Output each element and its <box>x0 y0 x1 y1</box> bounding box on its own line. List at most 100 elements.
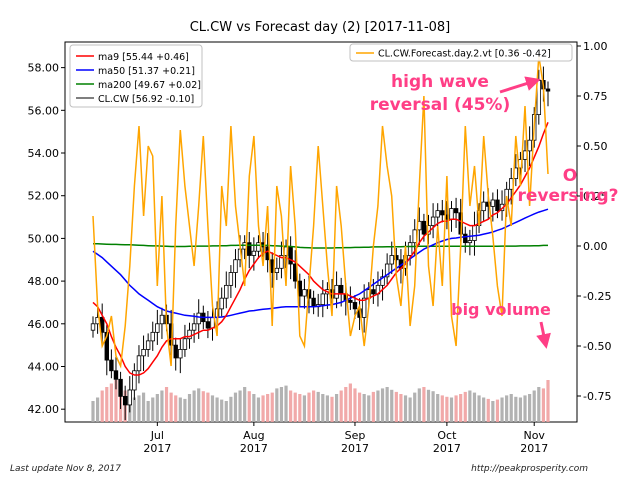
volume-bar <box>229 396 233 422</box>
candle <box>159 307 165 339</box>
volume-bar <box>344 387 348 422</box>
candle <box>173 337 178 371</box>
candle-body <box>472 225 477 241</box>
candle-body <box>495 199 500 212</box>
candle-body <box>274 267 280 273</box>
right-tick-label: -0.75 <box>583 390 611 403</box>
volume-bar <box>187 394 192 422</box>
volume-bar <box>247 391 251 422</box>
forecast-line <box>92 55 549 369</box>
volume-bar <box>141 392 146 422</box>
x-tick-label: Jul <box>150 429 164 442</box>
candle-body <box>205 321 211 329</box>
candle-body <box>247 242 252 256</box>
candle <box>527 126 532 167</box>
volume-bar <box>445 396 449 422</box>
volume-bar <box>146 401 150 422</box>
candle <box>320 280 325 318</box>
candle <box>127 376 132 413</box>
legend-label: ma9 [55.44 +0.46] <box>98 52 189 63</box>
annotation-text: reversal (45%) <box>370 95 510 115</box>
volume-bar <box>178 397 182 422</box>
volume-bar <box>293 392 297 422</box>
volume-bar <box>413 392 417 422</box>
volume-bar <box>468 390 472 422</box>
volume-bars <box>91 380 550 422</box>
candle <box>132 363 137 401</box>
x-tick-label: Oct <box>437 429 457 442</box>
annotation-text: reversing? <box>518 186 619 206</box>
volume-bar <box>546 380 550 422</box>
candle <box>178 338 183 374</box>
candle-body <box>338 284 344 295</box>
candle-body <box>545 88 551 92</box>
candle <box>371 278 376 304</box>
candle-body <box>178 349 183 359</box>
x-tick-year: 2017 <box>240 442 268 455</box>
right-tick-label: 0.50 <box>583 140 608 153</box>
volume-bar <box>449 397 454 422</box>
candle <box>463 226 468 253</box>
volume-bar <box>495 399 500 422</box>
candle <box>205 310 211 339</box>
candle <box>122 385 128 421</box>
volume-bar <box>307 392 311 422</box>
x-tick-year: 2017 <box>341 442 369 455</box>
volume-bar <box>408 397 412 422</box>
candle-body <box>132 370 137 391</box>
candle <box>90 316 96 338</box>
left-tick-label: 52.00 <box>28 190 60 203</box>
right-tick-label: -0.25 <box>583 290 611 303</box>
volume-bar <box>394 391 398 422</box>
candle-body <box>440 210 445 216</box>
legends: ma9 [55.44 +0.46] ma50 [51.37 +0.21] ma200… <box>69 43 573 108</box>
volume-bar <box>339 390 343 422</box>
ma50-line <box>92 208 549 319</box>
candle <box>109 349 114 379</box>
candle-body <box>334 284 339 299</box>
candle-body <box>113 370 119 380</box>
volume-bar <box>238 390 242 422</box>
candle <box>118 371 123 409</box>
volume-bar <box>362 394 366 422</box>
volume-bar <box>220 399 224 422</box>
right-tick-label: 0.25 <box>583 190 608 203</box>
volume-bar <box>298 394 302 422</box>
candle-body <box>279 255 284 269</box>
candle-body <box>122 395 128 406</box>
last-update-text: Last update Nov 8, 2017 <box>10 464 121 474</box>
volume-bar <box>270 392 274 422</box>
annotation-arrow <box>536 321 551 349</box>
legend-label: CL.CW.Forecast.day.2.vt [0.36 -0.42] <box>378 49 551 60</box>
candle-body <box>453 208 459 214</box>
volume-bar <box>210 395 215 422</box>
candle-body <box>490 199 496 207</box>
candle-body <box>224 284 229 299</box>
volume-bar <box>528 394 532 422</box>
x-tick-label: Aug <box>243 429 264 442</box>
candle-body <box>118 378 123 397</box>
candle-body <box>449 208 454 220</box>
annotation-text: big volume <box>451 300 551 319</box>
volume-bar <box>477 395 481 422</box>
volume-bar <box>348 383 352 422</box>
volume-bar <box>357 392 362 422</box>
volume-bar <box>334 394 339 422</box>
volume-bar <box>192 390 196 422</box>
axes: 42.00 44.00 46.00 48.00 50.00 52.00 54.00 56.00… <box>28 40 612 455</box>
candle-body <box>191 323 197 331</box>
x-tick-year: 2017 <box>143 442 171 455</box>
volume-bar <box>385 387 389 422</box>
candle-body <box>196 312 201 325</box>
candle-body <box>384 263 390 278</box>
volume-bar <box>422 387 426 422</box>
candle-body <box>527 139 532 152</box>
volume-bar <box>109 383 113 422</box>
volume-bar <box>367 395 371 422</box>
volume-bar <box>472 392 477 422</box>
volume-bar <box>537 387 541 422</box>
candle <box>430 203 436 239</box>
right-tick-label: 1.00 <box>583 40 608 53</box>
legend-box-right <box>349 43 573 62</box>
annotation-text: O <box>563 166 577 186</box>
